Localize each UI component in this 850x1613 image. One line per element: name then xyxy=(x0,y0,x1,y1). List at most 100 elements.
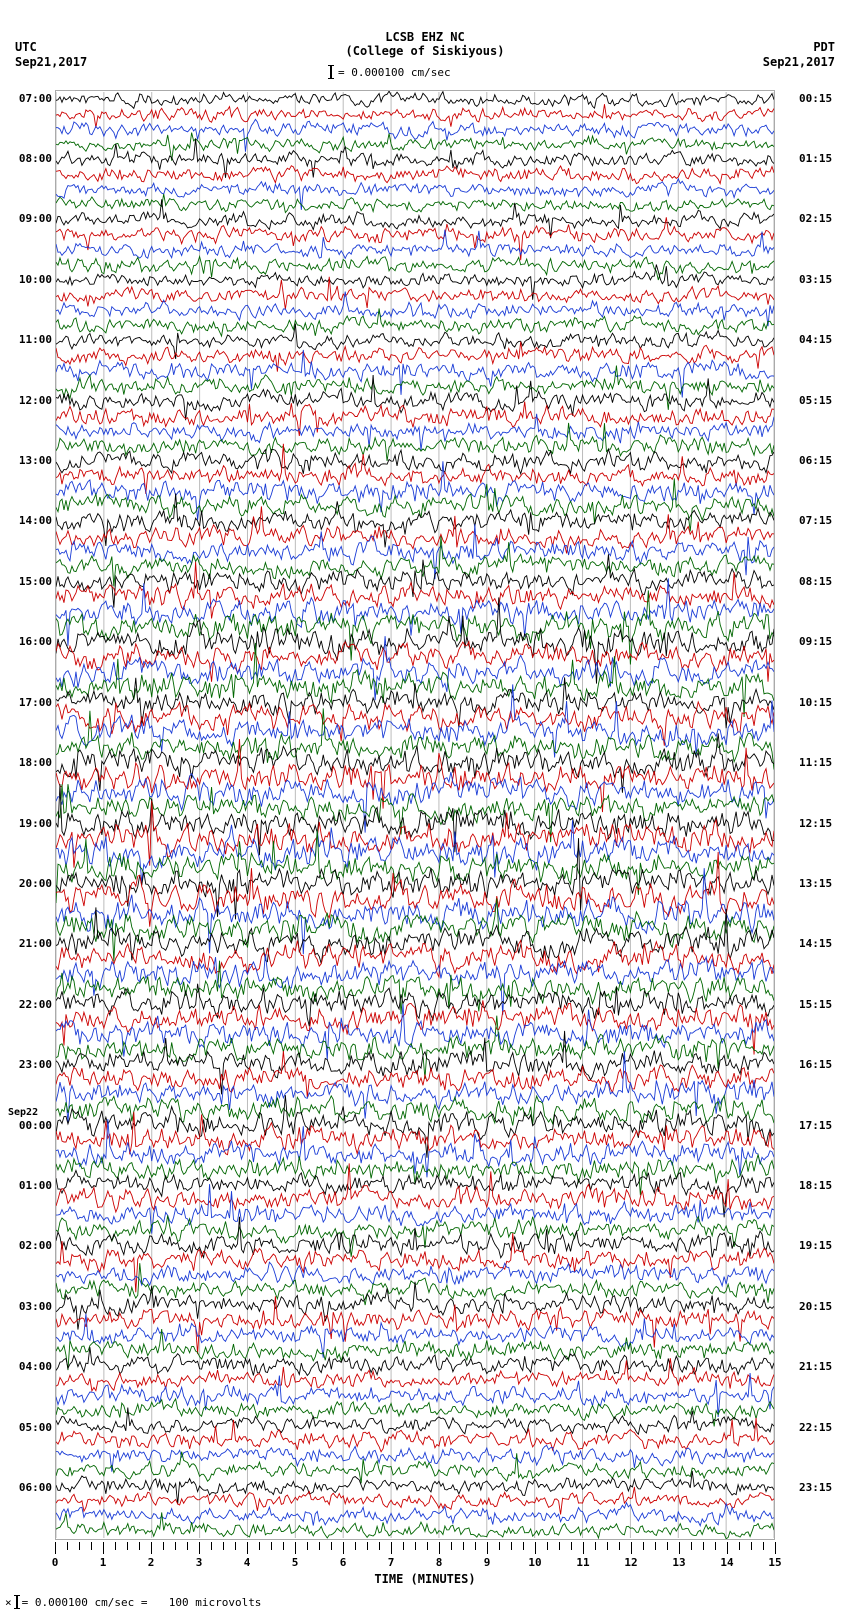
x-tick-minor xyxy=(751,1542,752,1550)
x-tick-minor xyxy=(523,1542,524,1550)
trace-line xyxy=(56,265,774,300)
footer-scale-text: = 0.000100 cm/sec = xyxy=(22,1596,148,1609)
right-hour-label: 08:15 xyxy=(799,575,832,588)
x-tick-minor xyxy=(331,1542,332,1550)
x-tick-minor xyxy=(259,1542,260,1550)
station-id: LCSB EHZ NC xyxy=(0,30,850,44)
right-hour-label: 06:15 xyxy=(799,454,832,467)
trace-line xyxy=(56,1358,774,1391)
x-tick-minor xyxy=(607,1542,608,1550)
x-tick-major xyxy=(247,1542,248,1554)
trace-line xyxy=(56,1512,774,1538)
trace-line xyxy=(56,1051,774,1122)
left-hour-label: 02:00 xyxy=(8,1239,52,1252)
x-axis: 0123456789101112131415 xyxy=(55,1542,775,1572)
x-tick-minor xyxy=(319,1542,320,1550)
x-tick-minor xyxy=(211,1542,212,1550)
left-hour-label: 10:00 xyxy=(8,273,52,286)
trace-line xyxy=(56,1373,774,1417)
right-hour-label: 20:15 xyxy=(799,1300,832,1313)
x-tick-major xyxy=(583,1542,584,1554)
right-hour-labels: 00:1501:1502:1503:1504:1505:1506:1507:15… xyxy=(797,90,850,1540)
x-tick-major xyxy=(199,1542,200,1554)
x-tick-minor xyxy=(283,1542,284,1550)
x-tick-minor xyxy=(271,1542,272,1550)
x-tick-minor xyxy=(715,1542,716,1550)
trace-line xyxy=(56,277,774,309)
x-tick-minor xyxy=(415,1542,416,1550)
trace-line xyxy=(56,375,774,420)
left-hour-label: 07:00 xyxy=(8,92,52,105)
right-hour-label: 07:15 xyxy=(799,514,832,527)
right-hour-label: 00:15 xyxy=(799,92,832,105)
station-location: (College of Siskiyous) xyxy=(0,44,850,58)
right-hour-label: 12:15 xyxy=(799,817,832,830)
x-tick-minor xyxy=(175,1542,176,1550)
x-tick-minor xyxy=(91,1542,92,1550)
x-tick-label: 3 xyxy=(196,1556,203,1569)
trace-line xyxy=(56,1471,774,1504)
trace-line xyxy=(56,104,774,128)
left-hour-label: 19:00 xyxy=(8,817,52,830)
left-hour-label: 13:00 xyxy=(8,454,52,467)
x-tick-minor xyxy=(139,1542,140,1550)
right-hour-label: 16:15 xyxy=(799,1058,832,1071)
x-tick-major xyxy=(631,1542,632,1554)
left-hour-label: 01:00 xyxy=(8,1179,52,1192)
x-tick-minor xyxy=(475,1542,476,1550)
x-tick-major xyxy=(535,1542,536,1554)
x-tick-minor xyxy=(451,1542,452,1550)
x-tick-minor xyxy=(559,1542,560,1550)
scale-indicator: = 0.000100 cm/sec xyxy=(330,65,451,79)
x-tick-major xyxy=(679,1542,680,1554)
trace-line xyxy=(56,230,774,259)
left-hour-label: 23:00 xyxy=(8,1058,52,1071)
trace-line xyxy=(56,1004,774,1060)
x-tick-label: 4 xyxy=(244,1556,251,1569)
footer-scale: × = 0.000100 cm/sec = 100 microvolts xyxy=(5,1595,261,1609)
trace-line xyxy=(56,1282,774,1330)
x-tick-label: 6 xyxy=(340,1556,347,1569)
x-tick-label: 8 xyxy=(436,1556,443,1569)
x-tick-minor xyxy=(127,1542,128,1550)
left-hour-label: 03:00 xyxy=(8,1300,52,1313)
left-hour-label: 06:00 xyxy=(8,1481,52,1494)
right-hour-label: 23:15 xyxy=(799,1481,832,1494)
x-tick-minor xyxy=(655,1542,656,1550)
trace-line xyxy=(56,366,774,410)
trace-line xyxy=(56,402,774,436)
x-tick-minor xyxy=(427,1542,428,1550)
x-tick-label: 13 xyxy=(672,1556,685,1569)
trace-line xyxy=(56,1051,774,1097)
x-tick-minor xyxy=(367,1542,368,1550)
x-tick-major xyxy=(151,1542,152,1554)
header: LCSB EHZ NC (College of Siskiyous) xyxy=(0,30,850,58)
trace-line xyxy=(56,350,774,398)
x-tick-major xyxy=(103,1542,104,1554)
trace-line xyxy=(56,506,774,553)
x-tick-label: 1 xyxy=(100,1556,107,1569)
scale-text: = 0.000100 cm/sec xyxy=(338,66,451,79)
right-hour-label: 22:15 xyxy=(799,1421,832,1434)
day-break-label: Sep22 xyxy=(8,1107,38,1118)
trace-line xyxy=(56,578,774,645)
left-hour-label: 11:00 xyxy=(8,333,52,346)
x-tick-minor xyxy=(223,1542,224,1550)
left-hour-label: 14:00 xyxy=(8,514,52,527)
x-tick-minor xyxy=(67,1542,68,1550)
x-tick-minor xyxy=(667,1542,668,1550)
trace-line xyxy=(56,1487,774,1515)
x-tick-major xyxy=(295,1542,296,1554)
trace-line xyxy=(56,1408,774,1435)
right-hour-label: 05:15 xyxy=(799,394,832,407)
right-hour-label: 18:15 xyxy=(799,1179,832,1192)
x-tick-minor xyxy=(571,1542,572,1550)
scale-bar-icon xyxy=(330,65,332,79)
trace-line xyxy=(56,1445,774,1471)
x-tick-major xyxy=(487,1542,488,1554)
x-tick-label: 5 xyxy=(292,1556,299,1569)
x-tick-minor xyxy=(547,1542,548,1550)
x-tick-label: 0 xyxy=(52,1556,59,1569)
x-tick-minor xyxy=(163,1542,164,1550)
right-hour-label: 17:15 xyxy=(799,1119,832,1132)
